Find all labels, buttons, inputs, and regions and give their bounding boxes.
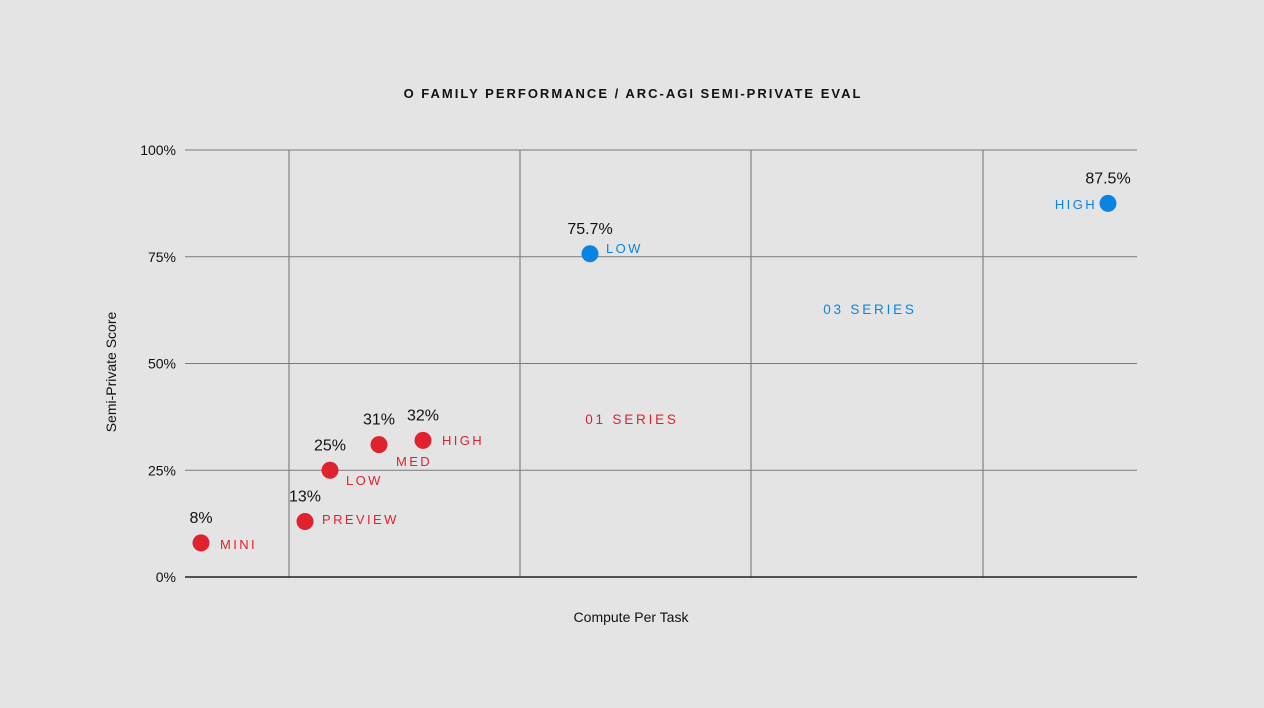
point-name-label: LOW [606, 241, 643, 256]
data-point [1099, 194, 1117, 212]
axes: 0% 25% 50% 75% 100% [140, 142, 1137, 585]
data-point [414, 431, 432, 449]
data-point [370, 436, 388, 454]
grid [185, 149, 1137, 577]
data-value-label: 32% [407, 407, 439, 424]
point-name-label: MINI [220, 537, 257, 552]
y-axis-title: Semi-Private Score [103, 311, 119, 432]
data-value-label: 75.7% [567, 221, 612, 238]
series-labels: 01 SERIES 03 SERIES [585, 302, 916, 427]
data-point [296, 512, 314, 530]
point-name-label: LOW [346, 473, 383, 488]
y-tick-label: 25% [148, 462, 176, 478]
series-label: 01 SERIES [585, 412, 678, 427]
data-value-label: 25% [314, 437, 346, 454]
data-point [192, 534, 210, 552]
data-value-label: 87.5% [1085, 170, 1130, 187]
data-value-label: 13% [289, 488, 321, 505]
y-tick-label: 0% [156, 569, 176, 585]
data-point [581, 245, 599, 263]
point-name-label: MED [396, 454, 432, 469]
point-name-label: HIGH [1055, 197, 1097, 212]
data-value-label: 8% [189, 510, 212, 527]
y-tick-label: 100% [140, 142, 176, 158]
data-point [321, 461, 339, 479]
chart-title: O FAMILY PERFORMANCE / ARC-AGI SEMI-PRIV… [404, 86, 863, 101]
data-points: 8%MINI13%PREVIEW25%LOW31%MED32%HIGH75.7%… [189, 170, 1130, 552]
y-tick-label: 50% [148, 356, 176, 372]
point-name-label: HIGH [442, 433, 484, 448]
series-label: 03 SERIES [823, 302, 916, 317]
data-value-label: 31% [363, 412, 395, 429]
point-name-label: PREVIEW [322, 512, 399, 527]
y-tick-label: 75% [148, 249, 176, 265]
x-axis-title: Compute Per Task [574, 609, 690, 625]
